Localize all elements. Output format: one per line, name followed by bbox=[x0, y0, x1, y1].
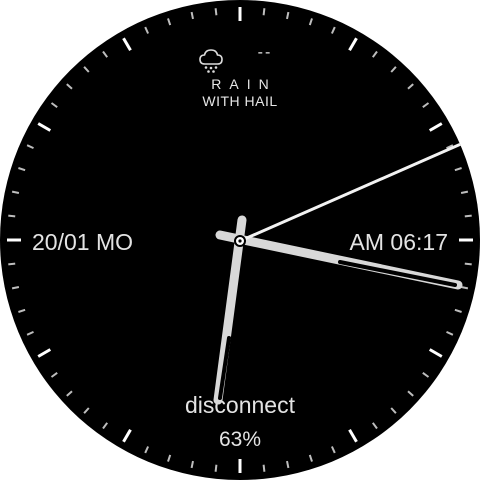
minute-tick bbox=[286, 460, 290, 469]
minute-tick bbox=[8, 214, 16, 218]
minute-tick bbox=[446, 330, 454, 336]
weather-condition: RAIN bbox=[211, 76, 277, 92]
hour-tick bbox=[122, 37, 132, 52]
minute-tick bbox=[66, 83, 73, 90]
weather-condition-detail: WITH HAIL bbox=[202, 93, 278, 109]
minute-tick bbox=[464, 214, 472, 218]
minute-tick bbox=[460, 286, 469, 290]
minute-tick bbox=[167, 454, 172, 462]
minute-tick bbox=[407, 83, 414, 90]
minute-tick bbox=[11, 286, 20, 290]
minute-tick bbox=[8, 262, 16, 266]
minute-tick bbox=[83, 66, 90, 73]
hour-tick bbox=[428, 122, 443, 132]
minute-tick bbox=[50, 371, 58, 378]
minute-tick bbox=[422, 371, 430, 378]
second-hand bbox=[238, 138, 472, 243]
minute-hand bbox=[213, 215, 247, 405]
minute-tick bbox=[190, 460, 194, 469]
minute-tick bbox=[102, 422, 109, 430]
minute-tick bbox=[330, 26, 336, 34]
minute-tick bbox=[446, 144, 454, 150]
minute-tick bbox=[464, 262, 472, 266]
minute-tick bbox=[262, 464, 266, 472]
date-readout: 20/01 MO bbox=[32, 229, 133, 255]
hour-tick bbox=[122, 428, 132, 443]
minute-tick bbox=[190, 11, 194, 20]
hour-hand bbox=[215, 230, 463, 290]
cloud-hail-icon bbox=[199, 49, 223, 73]
minute-tick bbox=[371, 50, 378, 58]
minute-tick bbox=[390, 66, 397, 73]
hour-tick bbox=[37, 348, 52, 358]
hour-tick bbox=[348, 428, 358, 443]
minute-tick bbox=[26, 330, 34, 336]
minute-tick bbox=[144, 26, 150, 34]
minute-tick bbox=[371, 422, 378, 430]
minute-tick bbox=[144, 446, 150, 454]
minute-tick bbox=[26, 144, 34, 150]
minute-tick bbox=[18, 167, 26, 172]
minute-tick bbox=[262, 8, 266, 16]
minute-tick bbox=[308, 454, 313, 462]
minute-tick bbox=[102, 50, 109, 58]
minute-tick bbox=[422, 102, 430, 109]
minute-tick bbox=[214, 8, 218, 16]
minute-tick bbox=[460, 190, 469, 194]
minute-tick bbox=[286, 11, 290, 20]
minute-tick bbox=[390, 407, 397, 414]
minute-tick bbox=[454, 167, 462, 172]
minute-tick bbox=[18, 308, 26, 313]
minute-tick bbox=[50, 102, 58, 109]
battery-level: 63% bbox=[218, 428, 262, 451]
temperature-readout: -- bbox=[257, 44, 273, 61]
minute-tick bbox=[308, 18, 313, 26]
minute-tick bbox=[407, 390, 414, 397]
digital-time-readout: AM 06:17 bbox=[349, 229, 448, 255]
minute-tick bbox=[330, 446, 336, 454]
hour-tick bbox=[348, 37, 358, 52]
hour-tick bbox=[428, 348, 443, 358]
minute-tick bbox=[167, 18, 172, 26]
minute-tick bbox=[214, 464, 218, 472]
connection-status: disconnect bbox=[185, 392, 295, 418]
minute-tick bbox=[454, 308, 462, 313]
minute-tick bbox=[66, 390, 73, 397]
hour-tick bbox=[37, 122, 52, 132]
minute-tick bbox=[83, 407, 90, 414]
minute-tick bbox=[11, 190, 20, 194]
